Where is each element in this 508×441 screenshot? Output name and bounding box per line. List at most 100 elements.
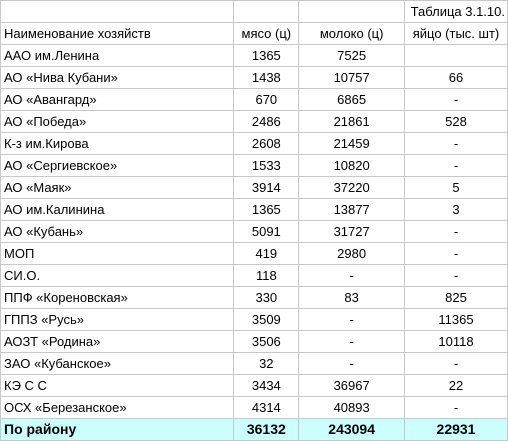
table-row: К-з им.Кирова 2608 21459- xyxy=(0,132,508,155)
meat-cell: 2486 xyxy=(233,110,300,133)
meat-cell: 670 xyxy=(233,88,300,111)
meat-cell: 32 xyxy=(233,352,300,375)
farm-name-cell: СИ.О. xyxy=(0,264,235,287)
eggs-cell: 5 xyxy=(404,176,508,199)
table-row: КЭ С С 3434 36967 22 xyxy=(0,374,508,397)
milk-cell: - xyxy=(298,264,405,287)
farm-name-cell: ППФ «Кореновская» xyxy=(0,286,235,309)
meat-cell: 4314 xyxy=(233,396,300,419)
milk-cell: 21459 xyxy=(298,132,405,155)
table-row: АО «Кубань» 5091 31727- xyxy=(0,220,508,243)
header-eggs: яйцо (тыс. шт) xyxy=(404,22,508,45)
eggs-cell: 528 xyxy=(404,110,508,133)
header-milk: молоко (ц) xyxy=(298,22,405,45)
total-label: По району xyxy=(0,418,235,441)
milk-cell: 31727 xyxy=(298,220,405,243)
table-row: МОП 419 2980- xyxy=(0,242,508,265)
eggs-cell: 22 xyxy=(404,374,508,397)
farm-name-cell: ОСХ «Березанское» xyxy=(0,396,235,419)
table-caption: Таблица 3.1.10. xyxy=(404,0,508,23)
farm-name-cell: К-з им.Кирова xyxy=(0,132,235,155)
farm-name-cell: АО «Победа» xyxy=(0,110,235,133)
milk-cell: 21861 xyxy=(298,110,405,133)
header-meat: мясо (ц) xyxy=(233,22,300,45)
milk-cell: 6865 xyxy=(298,88,405,111)
milk-cell: - xyxy=(298,352,405,375)
eggs-cell: - xyxy=(404,220,508,243)
eggs-cell: 10118 xyxy=(404,330,508,353)
eggs-cell: - xyxy=(404,88,508,111)
table-row: АО «Маяк» 3914 37220 5 xyxy=(0,176,508,199)
total-row: По району 36132 243094 22931 xyxy=(0,418,508,441)
eggs-cell: 3 xyxy=(404,198,508,221)
meat-cell: 3509 xyxy=(233,308,300,331)
milk-cell: 37220 xyxy=(298,176,405,199)
milk-cell: 10820 xyxy=(298,154,405,177)
farm-name-cell: КЭ С С xyxy=(0,374,235,397)
milk-cell: 36967 xyxy=(298,374,405,397)
table-row: СИ.О. 118- - xyxy=(0,264,508,287)
table-row: АО «Сергиевское» 1533 10820- xyxy=(0,154,508,177)
meat-cell: 1365 xyxy=(233,44,300,67)
farm-name-cell: ЗАО «Кубанское» xyxy=(0,352,235,375)
table-row: АО «Авангард» 670 6865- xyxy=(0,88,508,111)
eggs-cell: 66 xyxy=(404,66,508,89)
eggs-cell: - xyxy=(404,264,508,287)
farm-name-cell: МОП xyxy=(0,242,235,265)
eggs-cell: - xyxy=(404,352,508,375)
eggs-cell: - xyxy=(404,132,508,155)
eggs-cell: - xyxy=(404,396,508,419)
meat-cell: 3434 xyxy=(233,374,300,397)
table-row: АО «Нива Кубани» 1438 10757 66 xyxy=(0,66,508,89)
farm-name-cell: ГППЗ «Русь» xyxy=(0,308,235,331)
farm-name-cell: АО «Маяк» xyxy=(0,176,235,199)
table-row: АО им.Калинина 1365 13877 3 xyxy=(0,198,508,221)
milk-cell: 40893 xyxy=(298,396,405,419)
farm-name-cell: АО «Авангард» xyxy=(0,88,235,111)
eggs-cell xyxy=(404,44,508,67)
milk-cell: - xyxy=(298,330,405,353)
meat-cell: 419 xyxy=(233,242,300,265)
meat-cell: 3506 xyxy=(233,330,300,353)
table-row: АО «Победа» 2486 21861 528 xyxy=(0,110,508,133)
total-milk: 243094 xyxy=(298,418,405,441)
table-row: АОЗТ «Родина» 3506-10118 xyxy=(0,330,508,353)
empty-cell xyxy=(0,0,235,23)
meat-cell: 330 xyxy=(233,286,300,309)
empty-cell xyxy=(298,0,405,23)
milk-cell: 7525 xyxy=(298,44,405,67)
caption-row: Таблица 3.1.10. xyxy=(0,0,508,23)
total-eggs: 22931 xyxy=(404,418,508,441)
milk-cell: 83 xyxy=(298,286,405,309)
milk-cell: 13877 xyxy=(298,198,405,221)
milk-cell: 2980 xyxy=(298,242,405,265)
meat-cell: 1533 xyxy=(233,154,300,177)
farm-name-cell: АО «Сергиевское» xyxy=(0,154,235,177)
farm-name-cell: АО «Нива Кубани» xyxy=(0,66,235,89)
meat-cell: 1365 xyxy=(233,198,300,221)
farm-name-cell: ААО им.Ленина xyxy=(0,44,235,67)
meat-cell: 5091 xyxy=(233,220,300,243)
farm-name-cell: АО «Кубань» xyxy=(0,220,235,243)
empty-cell xyxy=(233,0,300,23)
milk-cell: 10757 xyxy=(298,66,405,89)
table-row: ЗАО «Кубанское» 32- - xyxy=(0,352,508,375)
eggs-cell: - xyxy=(404,242,508,265)
table-row: ОСХ «Березанское» 4314 40893- xyxy=(0,396,508,419)
eggs-cell: - xyxy=(404,154,508,177)
table-row: ППФ «Кореновская» 330 83 825 xyxy=(0,286,508,309)
farm-name-cell: АО им.Калинина xyxy=(0,198,235,221)
eggs-cell: 825 xyxy=(404,286,508,309)
eggs-cell: 11365 xyxy=(404,308,508,331)
meat-cell: 118 xyxy=(233,264,300,287)
header-row: Наименование хозяйств мясо (ц) молоко (ц… xyxy=(0,22,508,45)
table-row: ААО им.Ленина 1365 7525 xyxy=(0,44,508,67)
milk-cell: - xyxy=(298,308,405,331)
farm-name-cell: АОЗТ «Родина» xyxy=(0,330,235,353)
meat-cell: 1438 xyxy=(233,66,300,89)
meat-cell: 2608 xyxy=(233,132,300,155)
meat-cell: 3914 xyxy=(233,176,300,199)
header-farm-name: Наименование хозяйств xyxy=(0,22,235,45)
